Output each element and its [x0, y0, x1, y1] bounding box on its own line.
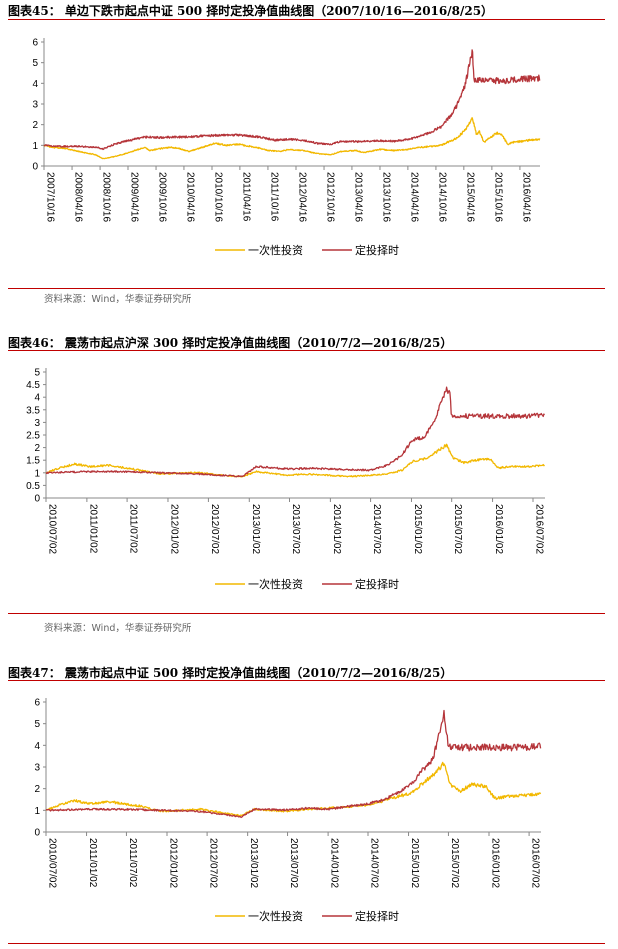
x-tick-label: 2015/01/02: [412, 504, 423, 554]
series-line-2: [45, 709, 542, 819]
x-tick-label: 2016/07/02: [530, 838, 541, 888]
x-tick-label: 2014/04/16: [408, 172, 419, 222]
y-tick-label: 2: [34, 784, 40, 795]
x-tick-label: 2007/10/16: [45, 172, 56, 222]
y-tick-label: 1: [34, 806, 40, 817]
source-note: 资料来源：Wind，华泰证券研究所: [44, 623, 192, 634]
x-tick-label: 2015/07/02: [449, 838, 460, 888]
x-tick-label: 2016/01/02: [489, 838, 500, 888]
x-tick-label: 2013/07/02: [288, 838, 299, 888]
line-chart-47: 0 1 2 3 4 5 6 2010/07/02 2011/01/02 2011/07/02 201…: [34, 698, 542, 923]
figure-47: 图表47： 震荡市起点中证 500 择时定投净值曲线图（2010/7/2—201…: [0, 660, 618, 949]
x-tick-label: 2012/07/02: [208, 838, 219, 888]
y-tick-label: 2.5: [26, 431, 40, 442]
y-tick-label: 3: [34, 418, 40, 429]
x-tick-label: 2013/04/16: [352, 172, 363, 222]
y-tick-label: 3.5: [26, 405, 40, 416]
line-chart-45: 0 1 2 3 4 5 6 2007/10/16 2008/04/16 2008/10/16 200…: [32, 38, 541, 257]
x-tick-label: 2008/04/16: [73, 172, 84, 222]
legend-label: 定投择时: [355, 577, 399, 591]
x-tick-label: 2012/01/02: [167, 838, 178, 888]
x-tick-label: 2010/07/02: [47, 504, 58, 554]
x-tick-label: 2009/04/16: [128, 172, 139, 222]
x-tick-label: 2016/04/16: [520, 172, 531, 222]
y-tick-label: 4: [34, 741, 40, 752]
title-rule: [8, 19, 605, 20]
legend-label: 一次性投资: [248, 909, 303, 923]
y-tick-label: 6: [34, 698, 40, 709]
y-tick-label: 2: [34, 443, 40, 454]
x-tick-label: 2015/04/16: [464, 172, 475, 222]
y-tick-label: 3: [32, 100, 38, 111]
legend-label: 一次性投资: [248, 577, 303, 591]
x-tick-label: 2015/01/02: [409, 838, 420, 888]
series-line-1: [45, 761, 542, 817]
y-tick-label: 0: [34, 494, 40, 505]
series-line-2: [45, 386, 546, 478]
x-tick-label: 2012/10/16: [325, 172, 336, 222]
x-tick-label: 2011/01/02: [87, 504, 98, 554]
x-tick-label: 2014/01/02: [331, 504, 342, 554]
x-tick-label: 2010/07/02: [47, 838, 58, 888]
x-tick-label: 2008/10/16: [101, 172, 112, 222]
figure-46: 图表46： 震荡市起点沪深 300 择时定投净值曲线图（2010/7/2—201…: [0, 330, 618, 650]
y-tick-label: 6: [32, 38, 38, 49]
x-tick-label: 2015/10/16: [492, 172, 503, 222]
y-tick-label: 5: [34, 719, 40, 730]
y-tick-label: 1: [34, 468, 40, 479]
x-tick-label: 2014/07/02: [368, 838, 379, 888]
x-tick-label: 2016/07/02: [534, 504, 545, 554]
line-chart-46: 0 0.5 11.5 22.5 3 3.54 4.55 2010/07/02 2011/01/0…: [26, 368, 546, 591]
x-tick-label: 2011/10/16: [268, 172, 279, 222]
legend-label: 一次性投资: [248, 243, 303, 257]
series-line-1: [45, 443, 545, 478]
title-rule: [8, 350, 605, 351]
x-tick-label: 2012/04/16: [296, 172, 307, 222]
x-tick-label: 2011/07/02: [127, 838, 138, 888]
x-tick-label: 2013/01/02: [248, 838, 259, 888]
legend-label: 定投择时: [355, 243, 399, 257]
bottom-rule: [8, 943, 605, 944]
legend-label: 定投择时: [355, 909, 399, 923]
source-note: 资料来源：Wind，华泰证券研究所: [44, 294, 192, 305]
x-tick-label: 2016/01/02: [493, 504, 504, 554]
x-tick-label: 2010/10/16: [212, 172, 223, 222]
x-tick-label: 2009/10/16: [157, 172, 168, 222]
x-tick-label: 2010/04/16: [184, 172, 195, 222]
x-tick-label: 2011/07/02: [128, 504, 139, 554]
y-tick-label: 2: [32, 120, 38, 131]
y-tick-label: 4: [32, 79, 38, 90]
y-tick-label: 0: [32, 162, 38, 173]
y-tick-label: 5: [34, 368, 40, 379]
y-tick-label: 0.5: [26, 481, 40, 492]
x-tick-label: 2011/01/02: [87, 838, 98, 888]
y-tick-label: 1.5: [26, 456, 40, 467]
x-tick-label: 2014/10/16: [436, 172, 447, 222]
title-rule: [8, 680, 605, 681]
y-tick-label: 4.5: [26, 380, 40, 391]
x-tick-label: 2013/10/16: [380, 172, 391, 222]
x-tick-label: 2013/07/02: [290, 504, 301, 554]
x-tick-label: 2011/04/16: [240, 172, 251, 222]
x-tick-label: 2015/07/02: [452, 504, 463, 554]
figure-title: 图表45： 单边下跌市起点中证 500 择时定投净值曲线图（2007/10/16…: [8, 4, 494, 18]
figure-title: 图表46： 震荡市起点沪深 300 择时定投净值曲线图（2010/7/2—201…: [8, 336, 453, 350]
figure-title: 图表47： 震荡市起点中证 500 择时定投净值曲线图（2010/7/2—201…: [8, 666, 453, 680]
x-tick-label: 2014/07/02: [371, 504, 382, 554]
x-tick-label: 2013/01/02: [250, 504, 261, 554]
series-line-1: [43, 117, 541, 160]
y-tick-label: 0: [34, 828, 40, 839]
y-tick-label: 5: [32, 58, 38, 69]
x-tick-label: 2012/01/02: [168, 504, 179, 554]
bottom-rule: [8, 613, 605, 614]
figure-45: 图表45： 单边下跌市起点中证 500 择时定投净值曲线图（2007/10/16…: [0, 0, 618, 320]
x-tick-label: 2014/01/02: [329, 838, 340, 888]
y-tick-label: 3: [34, 763, 40, 774]
series-line-2: [43, 49, 541, 151]
x-tick-label: 2012/07/02: [209, 504, 220, 554]
y-tick-label: 4: [34, 393, 40, 404]
bottom-rule: [8, 288, 605, 289]
y-tick-label: 1: [32, 141, 38, 152]
